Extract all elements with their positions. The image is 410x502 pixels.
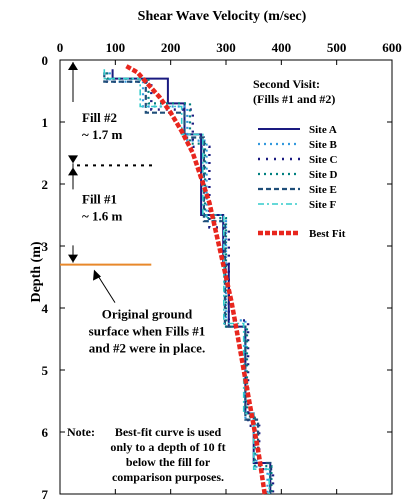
legend-label: Site F bbox=[309, 199, 336, 211]
ground-arrow-head bbox=[93, 269, 101, 281]
legend-label: Site A bbox=[309, 124, 337, 136]
x-tick-label: 600 bbox=[382, 40, 402, 55]
note-text: only to a depth of 10 ft bbox=[110, 440, 225, 454]
axes: 0 100 200 300 400 500 600 0 1 2 3 4 5 6 7 bbox=[42, 40, 402, 502]
fill1-label: Fill #1 bbox=[82, 191, 117, 206]
note-text: comparison purposes. bbox=[112, 470, 224, 484]
ground-label: Original ground bbox=[102, 307, 193, 322]
legend-label: Site C bbox=[309, 154, 337, 166]
arrow-head bbox=[68, 155, 78, 164]
y-tick-label: 5 bbox=[42, 363, 49, 378]
annotations: Fill #2 ~ 1.7 m Fill #1 ~ 1.6 m Original gro… bbox=[60, 62, 226, 484]
y-tick-label: 7 bbox=[42, 487, 49, 502]
y-axis-label: Depth (m) bbox=[29, 241, 44, 302]
fill1-label: ~ 1.6 m bbox=[82, 208, 123, 223]
x-tick-label: 300 bbox=[216, 40, 236, 55]
ground-arrow-line bbox=[95, 272, 116, 303]
x-tick-label: 0 bbox=[57, 40, 64, 55]
x-tick-label: 200 bbox=[161, 40, 181, 55]
legend-label: Site E bbox=[309, 184, 337, 196]
legend: Second Visit:(Fills #1 and #2) Site A Site… bbox=[253, 77, 346, 240]
x-tick-label: 100 bbox=[106, 40, 126, 55]
legend-title: Second Visit: bbox=[253, 77, 320, 91]
fill2-label: ~ 1.7 m bbox=[82, 127, 123, 142]
series-line-site-b bbox=[108, 72, 269, 494]
y-tick-label: 3 bbox=[42, 239, 49, 254]
series-line-best-fit bbox=[125, 64, 267, 495]
ground-label: and #2 were in place. bbox=[89, 341, 205, 356]
series-layer bbox=[103, 64, 275, 495]
legend-label: Site D bbox=[309, 169, 337, 181]
y-tick-label: 6 bbox=[42, 425, 49, 440]
legend-title: (Fills #1 and #2) bbox=[253, 92, 335, 106]
x-tick-label: 500 bbox=[327, 40, 347, 55]
chart-title: Shear Wave Velocity (m/sec) bbox=[138, 9, 307, 24]
note-label: Note: bbox=[67, 425, 95, 439]
legend-label: Best Fit bbox=[309, 228, 346, 240]
x-tick-label: 400 bbox=[272, 40, 292, 55]
note-text: Best-fit curve is used bbox=[115, 425, 222, 439]
legend-label: Site B bbox=[309, 139, 337, 151]
fill2-label: Fill #2 bbox=[82, 110, 117, 125]
y-tick-label: 4 bbox=[42, 301, 49, 316]
y-tick-label: 0 bbox=[42, 53, 49, 68]
arrow-head bbox=[68, 62, 78, 70]
arrow-head bbox=[68, 167, 78, 176]
note-text: below the fill for bbox=[126, 455, 211, 469]
y-tick-label: 2 bbox=[42, 177, 49, 192]
arrow-head bbox=[68, 254, 78, 263]
ground-label: surface when Fills #1 bbox=[89, 324, 206, 339]
y-tick-label: 1 bbox=[42, 115, 49, 130]
